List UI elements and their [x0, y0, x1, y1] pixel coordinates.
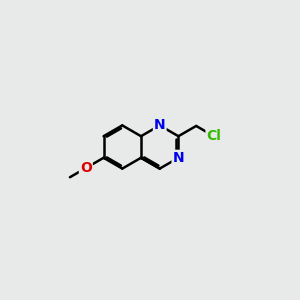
Text: O: O	[80, 161, 92, 175]
Text: N: N	[154, 118, 166, 132]
Text: N: N	[172, 151, 184, 165]
Text: Cl: Cl	[206, 129, 221, 143]
